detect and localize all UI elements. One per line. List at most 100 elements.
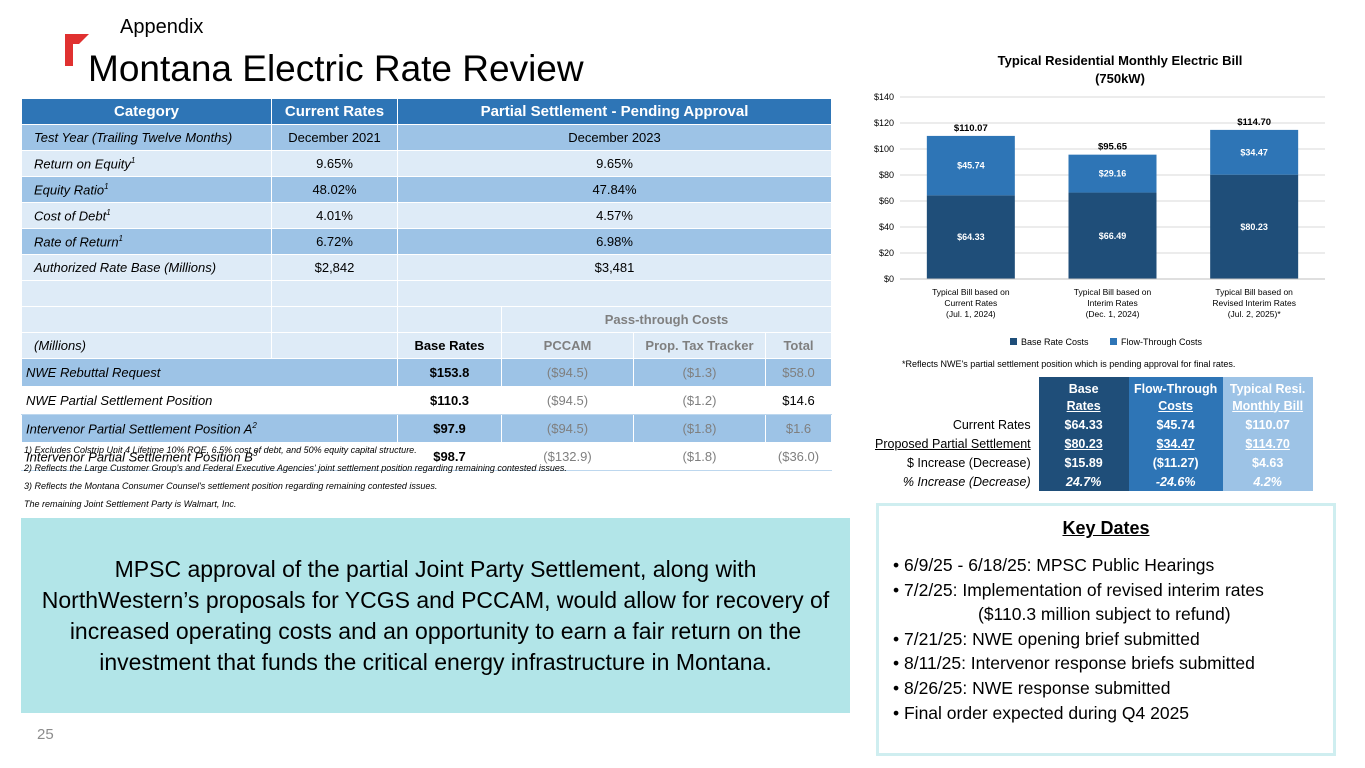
position-row: Intervenor Partial Settlement Position B… [21,442,832,471]
legend-label: Base Rate Costs [1021,337,1089,347]
position-row: Intervenor Partial Settlement Position A… [21,414,832,443]
header-base: Base [1038,377,1129,396]
position-name: Intervenor Partial Settlement Position A… [21,414,398,443]
header-pccam: PCCAM [501,332,634,359]
y-tick-label: $40 [879,222,894,232]
position-pccam: ($94.5) [501,386,634,415]
table-row: Return on Equity1 9.65% 9.65% [21,150,832,177]
row-current: $2,842 [271,254,398,281]
bill-table-row: Proposed Partial Settlement $80.23 $34.4… [871,434,1313,453]
x-category-label: Typical Bill based on [1074,287,1152,297]
position-pccam: ($94.5) [501,414,634,443]
key-dates-box: Key Dates • 6/9/25 - 6/18/25: MPSC Publi… [876,503,1336,756]
position-total: ($36.0) [765,442,832,471]
key-date-item: • 7/21/25: NWE opening brief submitted [893,628,1200,649]
row-category: Cost of Debt1 [21,202,272,229]
row-category: Test Year (Trailing Twelve Months) [21,124,272,151]
position-total: $1.6 [765,414,832,443]
key-date-item: • Final order expected during Q4 2025 [893,702,1190,723]
bar-segment [1210,174,1299,279]
header-flow-2: Costs [1128,396,1223,415]
row-base: $80.23 [1038,434,1129,453]
key-date-item: • 6/9/25 - 6/18/25: MPSC Public Hearings [893,555,1215,575]
bar-segment [926,195,1015,279]
row-current: 48.02% [271,176,398,203]
bar-data-label: $80.23 [1240,222,1268,232]
bar-total-label: $95.65 [1098,142,1128,153]
row-settlement: December 2023 [397,124,832,151]
bar-segment [1210,129,1299,175]
row-flow: $34.47 [1128,434,1223,453]
header-settlement: Partial Settlement - Pending Approval [397,98,832,125]
footnote: The remaining Joint Settlement Party is … [24,499,237,509]
row-settlement: 6.98% [397,228,832,255]
millions-label: (Millions) [21,332,272,359]
row-label: Current Rates [952,417,1031,432]
row-total: $114.70 [1222,434,1313,453]
row-category: Authorized Rate Base (Millions) [21,254,272,281]
position-tax: ($1.3) [633,358,766,387]
settlement-callout: MPSC approval of the partial Joint Party… [21,518,850,713]
header-total: Total [765,332,832,359]
x-category-label: (Dec. 1, 2024) [1086,309,1140,319]
bar-segment [1068,192,1157,279]
key-date-item: • 8/26/25: NWE response submitted [893,677,1171,698]
row-label: % Increase (Decrease) [902,474,1031,489]
y-tick-label: $20 [879,248,894,258]
header-base-2: Rates [1038,396,1129,415]
key-dates-list: • 6/9/25 - 6/18/25: MPSC Public Hearings… [893,553,1333,725]
row-flow: -24.6% [1128,472,1223,491]
bill-chart: $0 $20 $40 $60 $80 $100 $120 $140 $64.33 $45.74 $1… [874,92,1325,347]
x-category-label: Typical Bill based on [932,287,1010,297]
position-name: NWE Partial Settlement Position [21,386,398,415]
row-base: 24.7% [1038,472,1129,491]
row-total: 4.2% [1222,472,1313,491]
row-current: 9.65% [271,150,398,177]
bill-table-row: $ Increase (Decrease) $15.89 ($11.27) $4… [871,453,1313,472]
table-row: Rate of Return1 6.72% 6.98% [21,228,832,255]
footnote: 2) Reflects the Large Customer Group's a… [24,463,567,473]
footnote: 1) Excludes Colstrip Unit 4 Lifetime 10%… [24,445,417,455]
header-current-rates: Current Rates [271,98,398,125]
position-total: $58.0 [765,358,832,387]
row-category: Rate of Return1 [21,228,272,255]
chart-title: Typical Residential Monthly Electric Bil… [997,53,1243,86]
pass-through-label: Pass-through Costs [501,306,832,333]
bar-segment [926,135,1015,196]
row-current: 6.72% [271,228,398,255]
header-total: Typical Resi. [1222,377,1313,396]
y-tick-label: $120 [874,118,894,128]
row-base: $15.89 [1038,453,1129,472]
sub-header-row: (Millions) Base Rates PCCAM Prop. Tax Tr… [21,332,832,359]
y-tick-label: $80 [879,170,894,180]
y-tick-label: $0 [884,274,894,284]
position-base: $97.9 [397,414,502,443]
row-base: $64.33 [1038,415,1129,434]
row-settlement: 4.57% [397,202,832,229]
key-date-item: • 8/11/25: Intervenor response briefs su… [893,653,1255,674]
header-category: Category [21,98,272,125]
position-tax: ($1.8) [633,442,766,471]
table-spacer-row [21,280,832,307]
position-name: Intervenor Partial Settlement Position B… [21,442,398,471]
position-tax: ($1.2) [633,386,766,415]
bill-table-header-row: Base Flow-Through Typical Resi. [871,377,1313,396]
bar-data-label: $66.49 [1099,231,1127,241]
bar-data-label: $29.16 [1099,169,1127,179]
bill-table-row: % Increase (Decrease) 24.7% -24.6% 4.2% [871,472,1313,491]
row-settlement: 47.84% [397,176,832,203]
table-header-row: Category Current Rates Partial Settlemen… [21,98,832,125]
header-flow: Flow-Through [1128,377,1223,396]
row-current: 4.01% [271,202,398,229]
table-row: Test Year (Trailing Twelve Months) Decem… [21,124,832,151]
bill-comparison-table: Base Flow-Through Typical Resi. Rates Co… [871,377,1313,491]
position-name: NWE Rebuttal Request [21,358,398,387]
chart-footnote: *Reflects NWE's partial settlement posit… [902,359,1236,369]
x-category-label: (Jul. 2, 2025)* [1228,309,1282,319]
x-category-label: Typical Bill based on [1215,287,1293,297]
position-total: $14.6 [765,386,832,415]
row-label: Proposed Partial Settlement [875,436,1031,451]
header-base-rates: Base Rates [397,332,502,359]
table-row: Equity Ratio1 48.02% 47.84% [21,176,832,203]
bar-segment [1068,154,1157,193]
